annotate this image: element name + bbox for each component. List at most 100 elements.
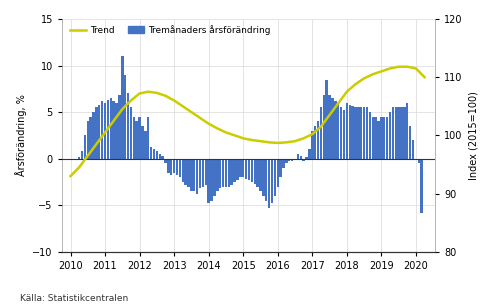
Bar xyxy=(130,107,132,159)
Bar xyxy=(331,98,334,159)
Bar xyxy=(104,103,106,159)
Bar xyxy=(225,159,227,187)
Bar xyxy=(317,121,319,159)
Bar xyxy=(211,159,213,201)
Bar xyxy=(346,103,348,159)
Bar xyxy=(377,121,380,159)
Bar xyxy=(412,140,414,159)
Bar xyxy=(112,101,115,159)
Bar xyxy=(418,159,420,163)
Bar xyxy=(352,105,354,159)
Bar xyxy=(161,156,164,159)
Y-axis label: Årsförändring, %: Årsförändring, % xyxy=(15,95,27,176)
Bar xyxy=(139,117,141,159)
Bar xyxy=(360,107,362,159)
Bar xyxy=(202,159,204,187)
Bar xyxy=(394,107,397,159)
Bar xyxy=(400,107,403,159)
Bar xyxy=(81,151,83,159)
Bar xyxy=(300,156,302,159)
Bar xyxy=(372,117,374,159)
Bar xyxy=(357,107,359,159)
Bar xyxy=(280,159,282,177)
Bar xyxy=(386,117,388,159)
Bar xyxy=(274,159,276,196)
Bar xyxy=(89,117,92,159)
Bar xyxy=(115,103,118,159)
Bar xyxy=(262,159,265,196)
Bar xyxy=(285,159,287,163)
Bar xyxy=(242,159,245,177)
Legend: Trend, Tremånaders årsförändring: Trend, Tremånaders årsförändring xyxy=(67,21,274,38)
Bar xyxy=(349,105,351,159)
Bar xyxy=(236,159,239,180)
Text: Källa: Statistikcentralen: Källa: Statistikcentralen xyxy=(20,294,128,303)
Bar xyxy=(178,159,181,177)
Bar xyxy=(109,98,112,159)
Bar xyxy=(92,112,95,159)
Bar xyxy=(121,56,124,159)
Bar xyxy=(305,157,308,159)
Bar xyxy=(253,159,256,184)
Bar xyxy=(87,121,89,159)
Bar xyxy=(216,159,218,191)
Bar xyxy=(265,159,267,201)
Bar xyxy=(322,95,325,159)
Bar xyxy=(320,107,322,159)
Bar xyxy=(208,159,210,203)
Bar xyxy=(124,75,126,159)
Bar xyxy=(136,121,138,159)
Bar xyxy=(95,107,98,159)
Bar xyxy=(406,103,409,159)
Bar xyxy=(343,110,345,159)
Bar xyxy=(277,159,279,187)
Bar xyxy=(127,93,129,159)
Bar xyxy=(389,112,391,159)
Bar xyxy=(366,107,368,159)
Bar xyxy=(222,159,224,187)
Bar xyxy=(397,107,400,159)
Bar xyxy=(391,107,394,159)
Bar xyxy=(308,149,311,159)
Bar xyxy=(409,126,411,159)
Bar xyxy=(176,159,178,175)
Bar xyxy=(250,159,253,182)
Bar xyxy=(268,159,270,208)
Bar xyxy=(199,159,201,188)
Bar xyxy=(106,100,109,159)
Bar xyxy=(302,159,305,161)
Bar xyxy=(219,159,221,188)
Bar xyxy=(173,159,176,173)
Bar xyxy=(170,159,173,175)
Bar xyxy=(193,159,196,191)
Bar xyxy=(334,101,337,159)
Bar xyxy=(141,126,143,159)
Bar xyxy=(156,151,158,159)
Bar xyxy=(325,80,328,159)
Bar xyxy=(369,112,371,159)
Y-axis label: Index (2015=100): Index (2015=100) xyxy=(468,91,478,180)
Bar xyxy=(403,107,406,159)
Bar xyxy=(239,159,242,177)
Bar xyxy=(118,95,121,159)
Bar xyxy=(363,107,365,159)
Bar xyxy=(167,159,170,173)
Bar xyxy=(150,147,152,159)
Bar xyxy=(328,95,331,159)
Bar xyxy=(374,117,377,159)
Bar xyxy=(282,159,285,168)
Bar xyxy=(153,149,155,159)
Bar xyxy=(297,154,299,159)
Bar xyxy=(340,107,342,159)
Bar xyxy=(288,159,290,161)
Bar xyxy=(380,117,383,159)
Bar xyxy=(147,117,149,159)
Bar xyxy=(383,117,386,159)
Bar xyxy=(248,159,250,180)
Bar xyxy=(187,159,190,187)
Bar xyxy=(205,159,207,185)
Bar xyxy=(159,154,161,159)
Bar xyxy=(184,159,187,185)
Bar xyxy=(181,159,184,182)
Bar xyxy=(231,159,233,185)
